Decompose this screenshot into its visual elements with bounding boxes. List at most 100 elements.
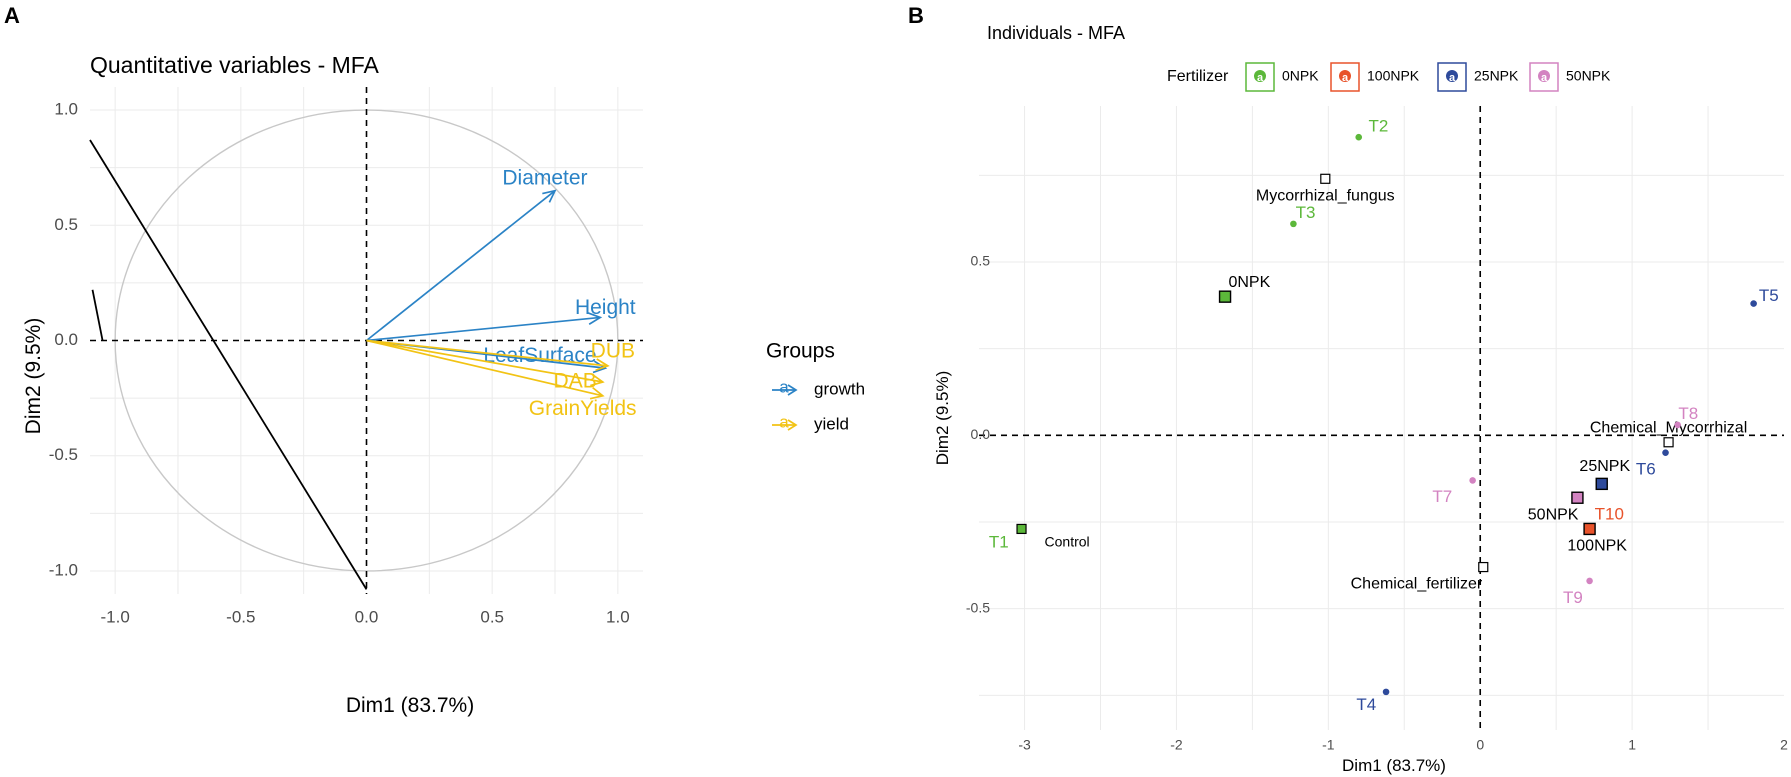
individual-label-t8: T8 xyxy=(1678,404,1698,423)
individual-t2 xyxy=(1355,133,1363,141)
legend-title: Fertilizer xyxy=(1167,68,1229,85)
y-tick-label: 0.0 xyxy=(54,330,78,349)
centroid-label-0npk: 0NPK xyxy=(1228,274,1270,291)
centroid-label-25npk: 25NPK xyxy=(1579,458,1630,475)
legend-key-glyph-25npk: a xyxy=(1449,72,1456,84)
individual-label-t4: T4 xyxy=(1356,695,1376,714)
supplementary-point-chemical-fertilizer xyxy=(1478,561,1489,573)
individual-label-t2: T2 xyxy=(1369,116,1389,135)
y-tick-label: 0.5 xyxy=(971,253,991,269)
individual-t7 xyxy=(1469,477,1476,484)
legend-title: Groups xyxy=(766,340,835,363)
individual-label-t6: T6 xyxy=(1636,459,1656,478)
supplementary-point-chemical-mycorrhizal xyxy=(1663,437,1674,448)
x-tick-label: -1.0 xyxy=(100,607,129,626)
panel-b-points: Mycorrhizal_fungus Control Chemical_Mycorr… xyxy=(989,116,1779,714)
individual-t5 xyxy=(1750,300,1757,307)
panel-a-y-ticks: -1.0 -0.5 0.0 0.5 1.0 xyxy=(49,100,78,580)
individual-label-t10: T10 xyxy=(1595,505,1624,524)
centroid-label-100npk: 100NPK xyxy=(1567,537,1627,554)
legend-key-dot-50npk xyxy=(1538,70,1550,82)
vector-diameter xyxy=(365,190,556,342)
panel-b-grid xyxy=(979,106,1784,730)
panel-a-letter: A xyxy=(4,3,20,28)
individual-t4 xyxy=(1382,688,1390,696)
x-tick-label: -0.5 xyxy=(226,607,255,626)
panel-a-y-axis-label: Dim2 (9.5%) xyxy=(22,318,45,435)
y-tick-label: 1.0 xyxy=(54,100,78,119)
individual-t9 xyxy=(1586,577,1593,585)
vector-dab xyxy=(366,339,603,383)
individual-t10 xyxy=(1586,525,1593,533)
x-tick-label: -1 xyxy=(1322,737,1335,753)
individual-t6 xyxy=(1662,449,1669,456)
legend-key-glyph-yield: a xyxy=(779,412,789,431)
supplementary-label-control: Control xyxy=(1045,534,1090,550)
individual-t3 xyxy=(1290,220,1297,228)
panel-a-vectors: DiameterHeightLeafSurfaceDUBDABGrainYiel… xyxy=(365,167,637,420)
panel-a-x-ticks: -1.0 -0.5 0.0 0.5 1.0 xyxy=(100,607,629,626)
panel-b-y-axis-label: Dim2 (9.5%) xyxy=(933,371,952,465)
panel-a-reference-line-layer xyxy=(89,139,368,590)
centroid-label-50npk: 50NPK xyxy=(1528,506,1579,523)
legend-key-glyph-100npk: a xyxy=(1342,72,1349,84)
panel-b-zero-lines xyxy=(979,106,1784,730)
legend-label-yield: yield xyxy=(814,414,849,433)
panel-a-title: Quantitative variables - MFA xyxy=(90,52,380,78)
panel-b-x-ticks: -3 -2 -1 0 1 2 xyxy=(1018,737,1788,753)
individual-label-t7: T7 xyxy=(1432,487,1452,506)
y-tick-label: 0.5 xyxy=(54,215,78,234)
y-tick-label: -0.5 xyxy=(966,599,990,615)
vector-height xyxy=(366,316,601,342)
legend-key-dot-0npk xyxy=(1254,70,1266,82)
individual-t8 xyxy=(1674,421,1681,429)
x-tick-label: -3 xyxy=(1018,737,1031,753)
y-tick-label: 0.0 xyxy=(971,426,991,442)
x-tick-label: -2 xyxy=(1170,737,1183,753)
centroid-50npk xyxy=(1571,491,1584,504)
panel-a-reference-line xyxy=(89,139,368,590)
legend-key-glyph-50npk: a xyxy=(1541,72,1548,84)
supplementary-label-chemical-mycorrhizal: Chemical_Mycorrhizal xyxy=(1590,420,1747,437)
legend-key-arrowhead-yield xyxy=(787,419,798,431)
vector-label-diameter: Diameter xyxy=(502,167,587,190)
y-tick-label: -0.5 xyxy=(49,445,78,464)
vector-height-arrowhead xyxy=(587,312,603,325)
panel-a-legend: Groups a growth a yield xyxy=(766,340,865,434)
individual-label-t1: T1 xyxy=(989,532,1009,551)
vector-label-grainyields: GrainYields xyxy=(529,397,637,420)
vector-grainyields xyxy=(366,339,603,397)
legend-key-arrowhead-growth xyxy=(787,384,798,396)
x-tick-label: 0.0 xyxy=(355,607,379,626)
panel-a-x-axis-label: Dim1 (83.7%) xyxy=(346,694,474,717)
supplementary-label-chemical-fertilizer: Chemical_fertilizer xyxy=(1351,576,1483,593)
vector-diameter-arrowhead xyxy=(542,189,557,203)
x-tick-label: 1 xyxy=(1628,737,1636,753)
x-tick-label: 0.5 xyxy=(480,607,504,626)
legend-key-glyph-0npk: a xyxy=(1257,72,1264,84)
vector-label-dub: DUB xyxy=(591,340,635,363)
vector-dab-arrowhead xyxy=(590,373,605,387)
legend-key-glyph-growth: a xyxy=(779,377,789,396)
individual-label-t5: T5 xyxy=(1759,286,1779,305)
legend-key-dot-100npk xyxy=(1339,70,1351,82)
panel-b-letter: B xyxy=(908,3,924,28)
vector-dub-arrowhead xyxy=(595,358,610,372)
panel-b-x-axis-label: Dim1 (83.7%) xyxy=(1342,756,1446,775)
legend-key-dot-25npk xyxy=(1446,70,1458,82)
panel-a: A Quantitative variables - MFA Diameter H… xyxy=(4,3,865,717)
supplementary-label-mycorrhizal-fungus: Mycorrhizal_fungus xyxy=(1256,187,1395,204)
y-tick-label: -1.0 xyxy=(49,560,78,579)
panel-b-title: Individuals - MFA xyxy=(987,23,1125,43)
individual-label-t3: T3 xyxy=(1296,203,1316,222)
vector-leafsurface-arrowhead xyxy=(592,360,608,374)
panel-b-y-ticks: -0.5 0.0 0.5 xyxy=(966,253,990,616)
individual-t1 xyxy=(1018,525,1025,533)
legend-label-100npk: 100NPK xyxy=(1367,68,1420,84)
legend-label-50npk: 50NPK xyxy=(1566,68,1611,84)
centroid-25npk xyxy=(1595,477,1608,491)
legend-label-0npk: 0NPK xyxy=(1282,68,1319,84)
legend-label-growth: growth xyxy=(814,379,865,398)
individual-label-t9: T9 xyxy=(1563,588,1583,607)
